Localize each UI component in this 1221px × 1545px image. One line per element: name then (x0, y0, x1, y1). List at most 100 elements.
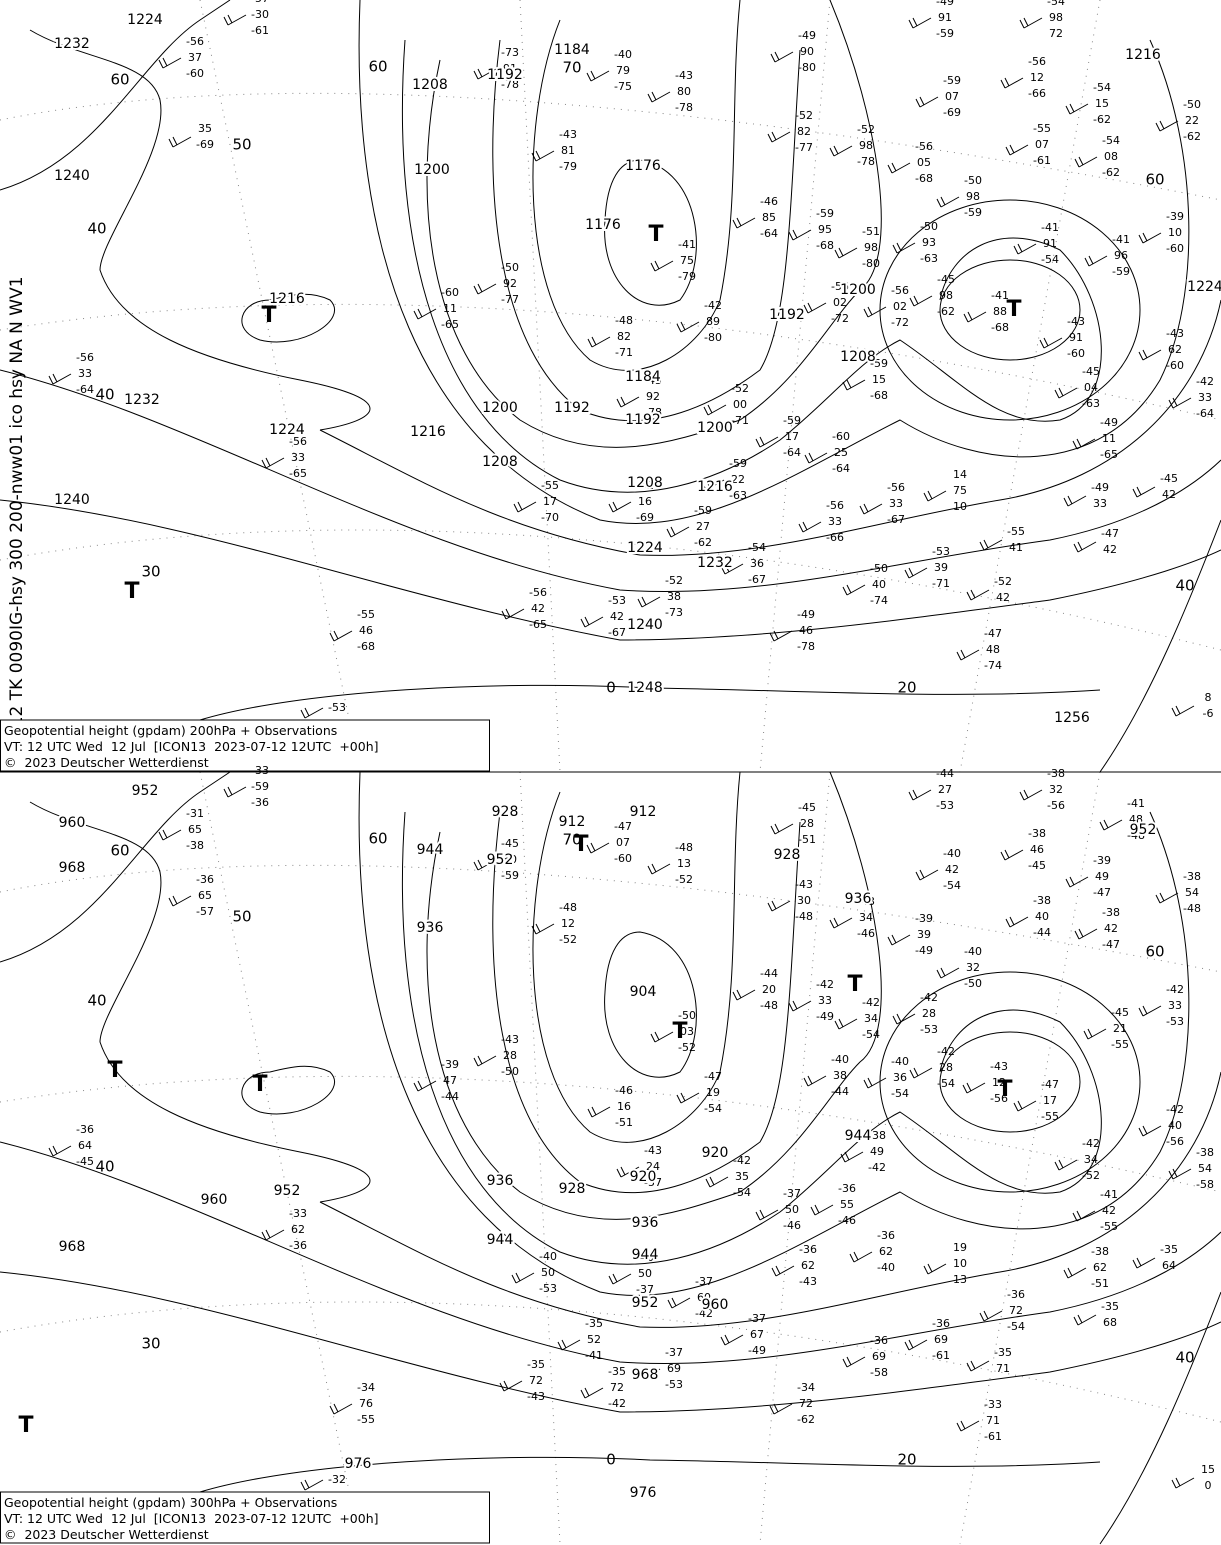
low-marker: T (107, 1058, 122, 1083)
station-value: -48 (559, 901, 577, 914)
wind-barb (863, 306, 887, 318)
contour-label: 928 (559, 1181, 586, 1197)
wind-barb (580, 1387, 604, 1399)
wind-barb (769, 630, 793, 642)
low-marker: T (573, 832, 588, 857)
station-value: -49 (1091, 481, 1109, 494)
station-value: 19 (706, 1086, 720, 1099)
station-value: 33 (78, 367, 92, 380)
contour-label: 1184 (554, 42, 590, 58)
station-value: -42 (920, 991, 938, 1004)
station-value: -56 (915, 140, 933, 153)
station-value: -63 (1082, 397, 1100, 410)
wind-barb (1084, 255, 1108, 267)
wind-barb (849, 1251, 873, 1263)
station-value: -38 (1091, 1245, 1109, 1258)
station-value: -45 (76, 1155, 94, 1168)
station-value: -42 (733, 1154, 751, 1167)
station-value: 35 (735, 1170, 749, 1183)
station-value: -56 (186, 35, 204, 48)
station-value: 82 (617, 330, 631, 343)
wind-barb (650, 260, 674, 272)
station-value: -46 (783, 1219, 801, 1232)
station-value: -55 (1111, 1038, 1129, 1051)
station-value: 28 (922, 1007, 936, 1020)
station-value: -47 (1041, 1078, 1059, 1091)
station-value: -38 (1028, 827, 1046, 840)
station-value: -78 (501, 78, 519, 91)
contour-label: 936 (632, 1215, 659, 1231)
wind-barb (473, 283, 497, 295)
station-value: -40 (831, 1053, 849, 1066)
contour-label: 1176 (585, 217, 621, 233)
wind-barb (1013, 243, 1037, 255)
station-value: 42 (945, 863, 959, 876)
station-value: -52 (678, 1041, 696, 1054)
contour-label: 1224 (127, 12, 163, 28)
wind-barb (1073, 541, 1097, 553)
graticule-label: 70 (562, 59, 581, 77)
station-value: 62 (291, 1223, 305, 1236)
contour-label: 960 (702, 1297, 729, 1313)
contour-label: 1256 (1054, 710, 1090, 726)
low-marker: T (672, 1019, 687, 1044)
station-value: 62 (801, 1259, 815, 1272)
station-value: 10 (1168, 226, 1182, 239)
station-value: 50 (785, 1203, 799, 1216)
wind-barb (1132, 486, 1156, 498)
station-value: 02 (833, 296, 847, 309)
station-value: 65 (188, 823, 202, 836)
station-value: -45 (1028, 859, 1046, 872)
station-value: -62 (1102, 166, 1120, 179)
station-value: -59 (694, 504, 712, 517)
station-value: -45 (1082, 365, 1100, 378)
wind-barb (840, 1151, 864, 1163)
station-value: -37 (748, 1312, 766, 1325)
station-value: -36 (76, 1123, 94, 1136)
contour-label: 960 (59, 815, 86, 831)
wind-barb (767, 900, 791, 912)
station-value: -60 (1166, 359, 1184, 372)
station-value: -38 (1196, 1146, 1214, 1159)
station-value: 46 (359, 624, 373, 637)
station-value: 08 (1104, 150, 1118, 163)
station-value: -43 (501, 1033, 519, 1046)
station-value: 0 (1205, 1479, 1212, 1492)
station-value: 64 (78, 1139, 92, 1152)
station-value: -78 (797, 640, 815, 653)
contour-label: 960 (201, 1192, 228, 1208)
station-value: -63 (729, 489, 747, 502)
station-value: -60 (1067, 347, 1085, 360)
contour-label: 1200 (697, 420, 733, 436)
station-value: 00 (733, 398, 747, 411)
station-value: 39 (934, 561, 948, 574)
station-value: -39 (915, 912, 933, 925)
wind-barb (863, 1077, 887, 1089)
station-value: -59 (943, 74, 961, 87)
wind-barb (223, 786, 247, 798)
contour-label: 968 (59, 1239, 86, 1255)
wind-barb (755, 436, 779, 448)
station-value: 07 (616, 836, 630, 849)
contours (0, 0, 1221, 773)
station-value: 42 (610, 610, 624, 623)
station-value: -38 (1033, 894, 1051, 907)
station-value: -48 (1127, 829, 1145, 842)
station-value: -52 (795, 109, 813, 122)
station-value: -43 (644, 1144, 662, 1157)
contour-label: 1208 (627, 475, 663, 491)
station-value: -42 (1166, 1103, 1184, 1116)
station-value: 98 (1049, 11, 1063, 24)
station-value: -52 (857, 123, 875, 136)
wind-barb (1074, 156, 1098, 168)
station-value: 12 (561, 917, 575, 930)
contour-label: 976 (345, 1456, 372, 1472)
contour-label: 928 (492, 804, 519, 820)
graticule-label: 50 (232, 908, 251, 926)
station-value: -55 (541, 479, 559, 492)
station-value: -52 (636, 479, 654, 492)
wind-barb (300, 1479, 324, 1491)
station-value: 03 (680, 1025, 694, 1038)
wind-barb (705, 1176, 729, 1188)
wind-barb (587, 1106, 611, 1118)
